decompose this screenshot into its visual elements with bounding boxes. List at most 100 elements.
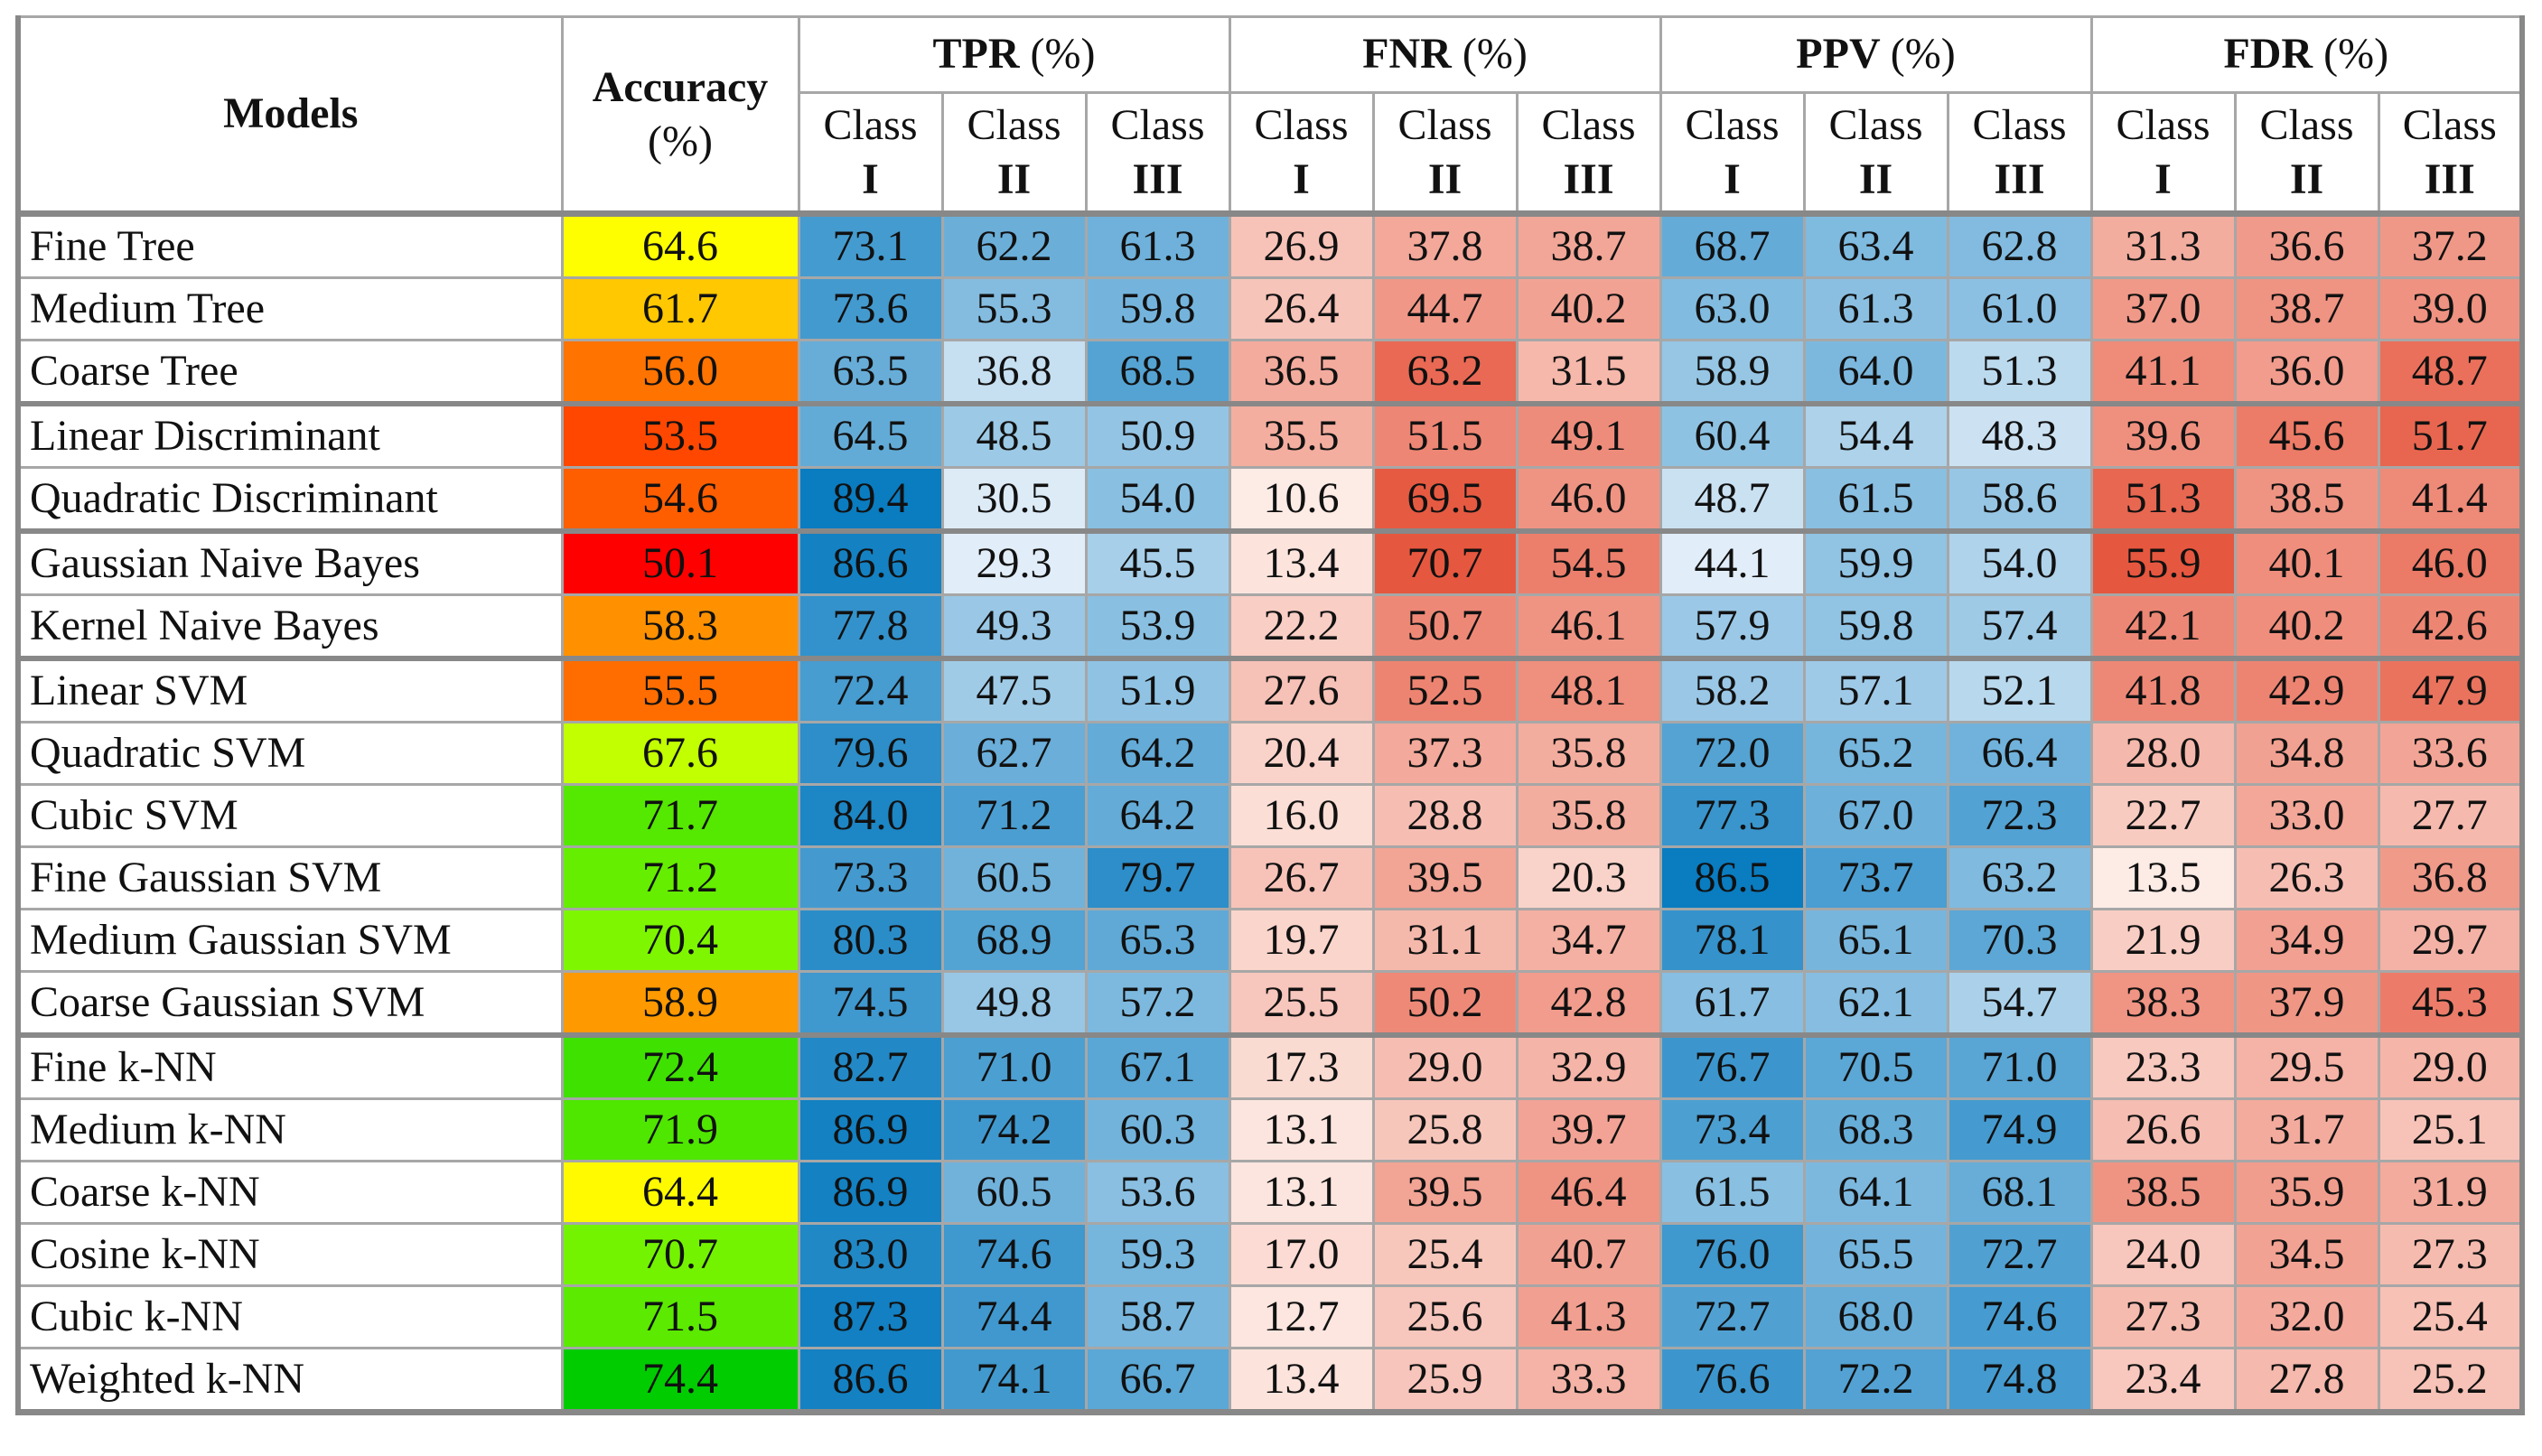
tpr-value-cell: 64.2 (1084, 783, 1231, 848)
class-word: Class (967, 100, 1061, 149)
table-row: Quadratic SVM 67.6 79.6 62.7 64.2 20.4 37.3 35.… (15, 721, 2525, 786)
fdr-value-cell: 36.0 (2233, 339, 2380, 406)
fnr-value-cell: 50.2 (1371, 970, 1519, 1037)
tpr-value-cell: 66.7 (1084, 1347, 1231, 1415)
fdr-value-cell: 23.3 (2089, 1032, 2237, 1100)
accuracy-cell: 54.6 (560, 466, 800, 533)
model-name-cell: Cosine k-NN (15, 1222, 564, 1287)
fdr-value-cell: 45.6 (2233, 401, 2380, 469)
tpr-value-cell: 53.9 (1084, 593, 1231, 660)
class-word: Class (1541, 100, 1636, 149)
accuracy-cell: 58.3 (560, 593, 800, 660)
class-numeral: I (2154, 154, 2172, 203)
fnr-class-header: Class III (1515, 91, 1662, 215)
tpr-value-cell: 45.5 (1084, 528, 1231, 596)
fnr-value-cell: 40.2 (1515, 276, 1662, 341)
ppv-value-cell: 63.2 (1946, 845, 2093, 910)
ppv-class-header: Class I (1659, 91, 1806, 215)
tpr-value-cell: 47.5 (940, 656, 1088, 723)
ppv-value-cell: 73.7 (1802, 845, 1949, 910)
class-numeral: III (1994, 154, 2045, 203)
fnr-value-cell: 25.9 (1371, 1347, 1519, 1415)
fnr-value-cell: 25.8 (1371, 1097, 1519, 1162)
fdr-value-cell: 41.4 (2377, 466, 2525, 533)
table-row: Coarse k-NN 64.4 86.9 60.5 53.6 13.1 39.5 46.4 6… (15, 1160, 2525, 1225)
model-name-cell: Cubic k-NN (15, 1284, 564, 1349)
ppv-value-cell: 74.9 (1946, 1097, 2093, 1162)
fnr-value-cell: 13.4 (1228, 1347, 1375, 1415)
ppv-value-cell: 61.3 (1802, 276, 1949, 341)
fnr-value-cell: 40.7 (1515, 1222, 1662, 1287)
fnr-value-cell: 12.7 (1228, 1284, 1375, 1349)
tpr-value-cell: 62.7 (940, 721, 1088, 786)
accuracy-cell: 74.4 (560, 1347, 800, 1415)
model-name-cell: Gaussian Naive Bayes (15, 528, 564, 596)
tpr-value-cell: 74.5 (797, 970, 944, 1037)
fdr-value-cell: 13.5 (2089, 845, 2237, 910)
tpr-value-cell: 87.3 (797, 1284, 944, 1349)
fdr-value-cell: 21.9 (2089, 908, 2237, 973)
model-name-cell: Linear SVM (15, 656, 564, 723)
table-row: Gaussian Naive Bayes 50.1 86.6 29.3 45.5 13.4… (15, 528, 2525, 596)
fdr-value-cell: 23.4 (2089, 1347, 2237, 1415)
ppv-value-cell: 73.4 (1659, 1097, 1806, 1162)
table-row: Medium Gaussian SVM 70.4 80.3 68.9 65.3 19.7 3… (15, 908, 2525, 973)
tpr-value-cell: 64.2 (1084, 721, 1231, 786)
class-numeral: II (996, 154, 1032, 203)
fdr-value-cell: 37.9 (2233, 970, 2380, 1037)
models-header: Models (15, 15, 564, 215)
tpr-value-cell: 74.6 (940, 1222, 1088, 1287)
fdr-value-cell: 38.5 (2233, 466, 2380, 533)
table-row: Weighted k-NN 74.4 86.6 74.1 66.7 13.4 25.9 33.… (15, 1347, 2525, 1415)
accuracy-cell: 71.7 (560, 783, 800, 848)
fdr-value-cell: 25.1 (2377, 1097, 2525, 1162)
tpr-value-cell: 49.8 (940, 970, 1088, 1037)
fnr-value-cell: 46.0 (1515, 466, 1662, 533)
model-name-cell: Medium k-NN (15, 1097, 564, 1162)
ppv-value-cell: 68.7 (1659, 210, 1806, 279)
accuracy-cell: 71.9 (560, 1097, 800, 1162)
table-row: Medium Tree 61.7 73.6 55.3 59.8 26.4 44.7 40.2 6… (15, 276, 2525, 341)
accuracy-cell: 64.4 (560, 1160, 800, 1225)
ppv-value-cell: 63.0 (1659, 276, 1806, 341)
tpr-value-cell: 68.9 (940, 908, 1088, 973)
results-table: Models Accuracy (%) TPR (%) FNR (%) PPV … (15, 15, 2525, 1415)
fnr-value-cell: 19.7 (1228, 908, 1375, 973)
tpr-value-cell: 61.3 (1084, 210, 1231, 279)
fdr-value-cell: 26.3 (2233, 845, 2380, 910)
class-word: Class (1397, 100, 1492, 149)
class-numeral: II (1427, 154, 1463, 203)
ppv-value-cell: 59.9 (1802, 528, 1949, 596)
fdr-value-cell: 27.3 (2377, 1222, 2525, 1287)
fdr-value-cell: 37.0 (2089, 276, 2237, 341)
fdr-value-cell: 38.7 (2233, 276, 2380, 341)
table-row: Cubic k-NN 71.5 87.3 74.4 58.7 12.7 25.6 41.3 72… (15, 1284, 2525, 1349)
fnr-class-header: Class I (1228, 91, 1375, 215)
class-numeral: III (1132, 154, 1183, 203)
model-name-cell: Weighted k-NN (15, 1347, 564, 1415)
ppv-value-cell: 72.0 (1659, 721, 1806, 786)
fnr-value-cell: 39.5 (1371, 845, 1519, 910)
table-row: Linear SVM 55.5 72.4 47.5 51.9 27.6 52.5 48.1 58… (15, 656, 2525, 723)
class-word: Class (2259, 100, 2354, 149)
ppv-value-cell: 62.8 (1946, 210, 2093, 279)
ppv-value-cell: 58.6 (1946, 466, 2093, 533)
class-numeral: III (2424, 154, 2475, 203)
fnr-value-cell: 46.1 (1515, 593, 1662, 660)
ppv-value-cell: 54.7 (1946, 970, 2093, 1037)
accuracy-cell: 70.7 (560, 1222, 800, 1287)
tpr-value-cell: 58.7 (1084, 1284, 1231, 1349)
fnr-value-cell: 20.4 (1228, 721, 1375, 786)
tpr-value-cell: 49.3 (940, 593, 1088, 660)
fnr-value-cell: 44.7 (1371, 276, 1519, 341)
fdr-value-cell: 51.3 (2089, 466, 2237, 533)
ppv-value-cell: 68.3 (1802, 1097, 1949, 1162)
accuracy-cell: 67.6 (560, 721, 800, 786)
fnr-value-cell: 37.8 (1371, 210, 1519, 279)
ppv-value-cell: 57.4 (1946, 593, 2093, 660)
fdr-value-cell: 31.9 (2377, 1160, 2525, 1225)
model-name-cell: Quadratic Discriminant (15, 466, 564, 533)
ppv-header: PPV (%) (1659, 15, 2093, 94)
tpr-value-cell: 55.3 (940, 276, 1088, 341)
fnr-value-cell: 26.4 (1228, 276, 1375, 341)
